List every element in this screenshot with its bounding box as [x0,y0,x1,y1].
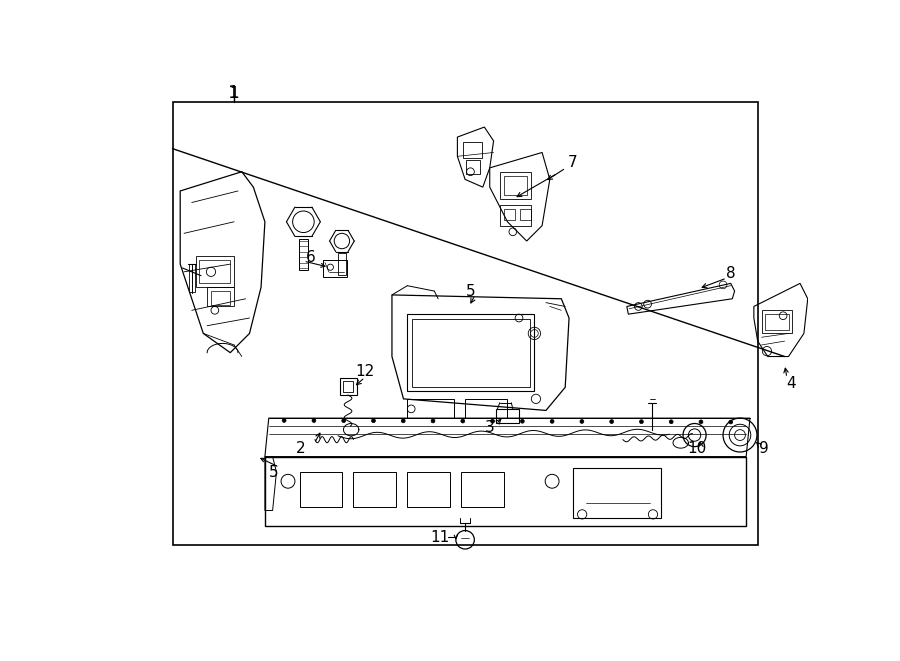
Circle shape [640,420,644,424]
Text: 5: 5 [465,284,475,299]
Circle shape [312,418,316,422]
Text: 2: 2 [296,442,306,456]
Bar [463,143,482,158]
Bar [211,291,230,305]
Bar [339,378,356,395]
Circle shape [431,419,435,423]
Text: 11: 11 [430,530,449,545]
Circle shape [550,420,554,423]
Bar [504,209,515,220]
Circle shape [670,420,673,424]
Text: 1: 1 [230,86,238,100]
Bar [322,260,347,277]
Bar [765,314,788,330]
Circle shape [580,420,584,424]
Bar [465,399,508,418]
Circle shape [520,419,525,423]
Text: 10: 10 [688,442,706,456]
Bar [408,314,535,391]
Text: 12: 12 [356,364,374,379]
Circle shape [491,419,494,423]
Bar [195,256,234,288]
Bar [173,102,758,545]
Circle shape [609,420,614,424]
Text: 5: 5 [269,465,279,479]
Bar [343,381,354,392]
Bar [573,468,661,518]
Text: 7: 7 [568,155,578,170]
Bar [408,472,450,507]
Bar [504,176,526,195]
Bar [520,209,531,220]
Bar [299,239,308,270]
Bar [300,472,342,507]
Bar [461,472,504,507]
Bar [408,399,454,418]
Circle shape [283,418,286,422]
Bar [338,253,346,275]
Circle shape [372,419,375,422]
Bar [500,172,530,199]
Bar [207,288,234,307]
Circle shape [699,420,703,424]
Bar [496,409,519,423]
Text: 6: 6 [306,251,316,266]
Text: 4: 4 [786,376,796,391]
Bar [466,160,480,174]
Bar [500,205,530,226]
Bar [189,264,194,292]
Text: 3: 3 [485,420,495,435]
Text: 1: 1 [229,84,239,102]
Bar [200,260,230,284]
Text: 9: 9 [759,442,769,456]
Circle shape [729,420,733,424]
Text: 8: 8 [726,266,735,281]
Circle shape [342,418,346,422]
Circle shape [461,419,464,423]
Bar [412,319,530,387]
Bar [354,472,396,507]
Bar [761,310,792,333]
Circle shape [401,419,405,423]
